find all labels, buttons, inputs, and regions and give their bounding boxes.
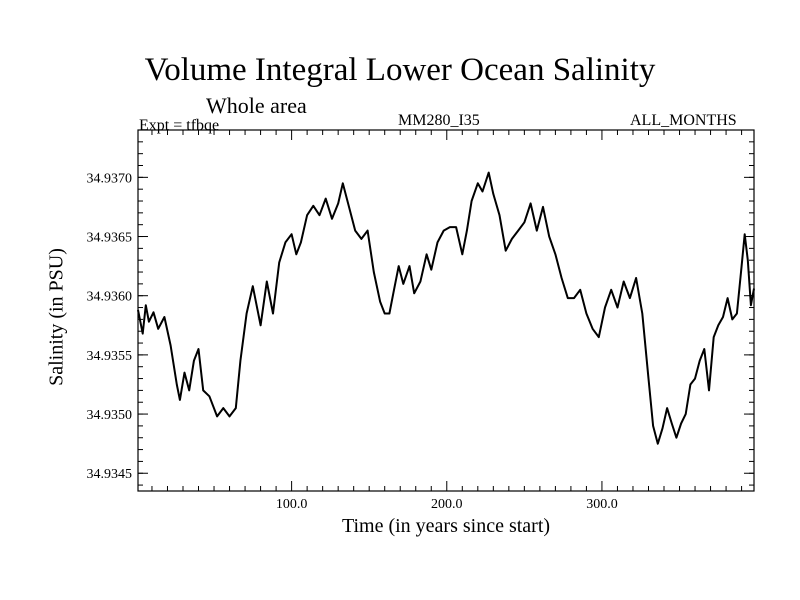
x-tick-label: 300.0 — [586, 497, 618, 512]
y-tick-label: 34.9350 — [87, 408, 133, 423]
y-tick-label: 34.9365 — [87, 231, 133, 246]
y-tick-label: 34.9345 — [87, 467, 133, 482]
x-axis-label: Time (in years since start) — [341, 515, 551, 537]
plot-area: 100.0 200.0 300.0 34.9345 34.9350 34.9355 34.9… — [87, 129, 755, 512]
months-label: ALL_MONTHS — [630, 112, 737, 129]
y-tick-label: 34.9355 — [87, 349, 133, 364]
run-label: MM280_I35 — [398, 112, 480, 129]
x-tick-label: 100.0 — [276, 497, 308, 512]
chart-title: Volume Integral Lower Ocean Salinity — [144, 52, 656, 88]
chart-subtitle: Whole area — [206, 93, 307, 118]
plot-frame — [137, 129, 755, 492]
y-tick-label: 34.9360 — [87, 290, 133, 305]
salinity-series-line — [137, 171, 755, 445]
x-tick-label: 200.0 — [431, 497, 463, 512]
y-tick-label: 34.9370 — [87, 171, 133, 186]
